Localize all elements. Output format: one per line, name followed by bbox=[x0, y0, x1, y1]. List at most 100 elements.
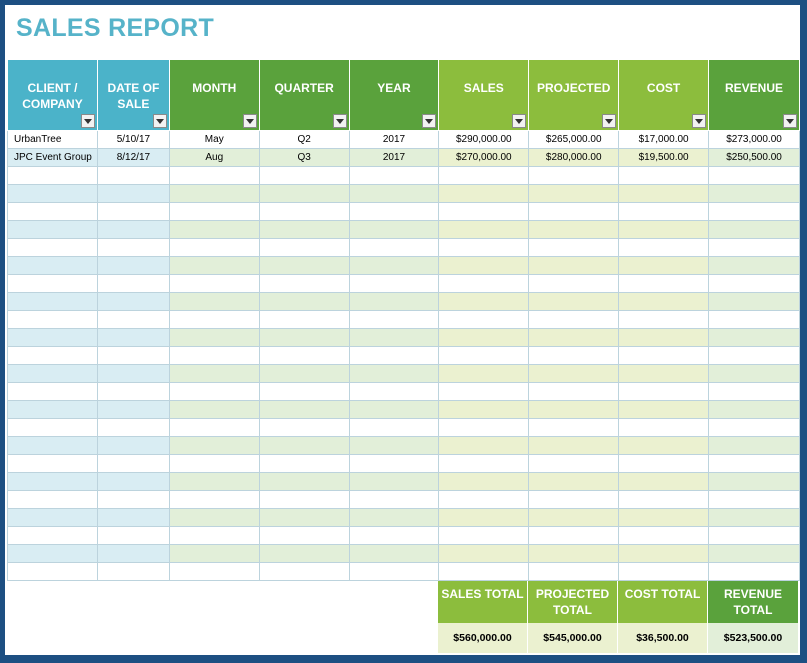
table-cell[interactable] bbox=[438, 310, 530, 329]
table-cell[interactable] bbox=[438, 256, 530, 275]
table-cell[interactable] bbox=[348, 472, 440, 491]
table-cell[interactable] bbox=[7, 328, 98, 347]
table-cell[interactable] bbox=[96, 490, 170, 509]
table-cell[interactable] bbox=[438, 202, 530, 221]
table-cell[interactable] bbox=[528, 292, 620, 311]
table-cell[interactable] bbox=[7, 490, 98, 509]
filter-dropdown-icon[interactable] bbox=[332, 114, 347, 128]
revenue-total-value[interactable]: $523,500.00 bbox=[708, 623, 798, 653]
table-cell[interactable] bbox=[258, 454, 350, 473]
table-cell[interactable] bbox=[618, 544, 710, 563]
table-cell[interactable] bbox=[438, 184, 530, 203]
table-cell[interactable] bbox=[528, 220, 620, 239]
table-cell[interactable] bbox=[258, 256, 350, 275]
table-cell[interactable] bbox=[528, 544, 620, 563]
filter-dropdown-icon[interactable] bbox=[152, 114, 167, 128]
table-cell[interactable] bbox=[258, 166, 350, 185]
table-cell[interactable] bbox=[96, 310, 170, 329]
table-cell[interactable] bbox=[708, 436, 800, 455]
table-cell[interactable] bbox=[438, 544, 530, 563]
table-cell[interactable] bbox=[618, 166, 710, 185]
table-cell[interactable] bbox=[96, 364, 170, 383]
table-cell[interactable] bbox=[168, 508, 260, 527]
table-cell[interactable] bbox=[708, 220, 800, 239]
table-cell[interactable] bbox=[168, 274, 260, 293]
table-cell[interactable] bbox=[348, 490, 440, 509]
table-cell[interactable] bbox=[438, 562, 530, 581]
table-cell[interactable] bbox=[7, 454, 98, 473]
table-cell[interactable] bbox=[618, 526, 710, 545]
table-cell[interactable] bbox=[438, 274, 530, 293]
table-cell[interactable] bbox=[618, 364, 710, 383]
table-cell[interactable] bbox=[348, 454, 440, 473]
table-cell[interactable] bbox=[96, 184, 170, 203]
table-cell[interactable]: $270,000.00 bbox=[438, 148, 530, 167]
table-cell[interactable] bbox=[258, 364, 350, 383]
table-cell[interactable] bbox=[348, 436, 440, 455]
table-cell[interactable] bbox=[258, 274, 350, 293]
table-cell[interactable] bbox=[618, 382, 710, 401]
table-cell[interactable] bbox=[168, 454, 260, 473]
table-cell[interactable] bbox=[168, 184, 260, 203]
table-cell[interactable] bbox=[438, 346, 530, 365]
table-cell[interactable] bbox=[528, 256, 620, 275]
table-cell[interactable] bbox=[528, 238, 620, 257]
table-cell[interactable] bbox=[7, 382, 98, 401]
table-cell[interactable] bbox=[708, 454, 800, 473]
table-cell[interactable] bbox=[348, 328, 440, 347]
table-cell[interactable] bbox=[96, 238, 170, 257]
table-cell[interactable] bbox=[528, 490, 620, 509]
table-cell[interactable] bbox=[438, 526, 530, 545]
table-cell[interactable] bbox=[618, 184, 710, 203]
table-cell[interactable] bbox=[618, 508, 710, 527]
table-cell[interactable] bbox=[348, 292, 440, 311]
table-cell[interactable] bbox=[618, 436, 710, 455]
table-cell[interactable] bbox=[528, 382, 620, 401]
table-cell[interactable] bbox=[528, 472, 620, 491]
table-cell[interactable] bbox=[7, 238, 98, 257]
table-cell[interactable] bbox=[438, 328, 530, 347]
table-cell[interactable] bbox=[258, 220, 350, 239]
table-cell[interactable] bbox=[618, 562, 710, 581]
table-cell[interactable] bbox=[708, 202, 800, 221]
table-cell[interactable] bbox=[348, 274, 440, 293]
filter-dropdown-icon[interactable] bbox=[242, 114, 257, 128]
table-cell[interactable] bbox=[438, 490, 530, 509]
table-cell[interactable] bbox=[708, 346, 800, 365]
table-cell[interactable] bbox=[348, 184, 440, 203]
table-cell[interactable] bbox=[7, 166, 98, 185]
table-cell[interactable] bbox=[7, 364, 98, 383]
table-cell[interactable] bbox=[348, 256, 440, 275]
table-cell[interactable] bbox=[7, 346, 98, 365]
table-cell[interactable] bbox=[258, 184, 350, 203]
table-cell[interactable] bbox=[168, 382, 260, 401]
table-cell[interactable] bbox=[96, 292, 170, 311]
table-cell[interactable] bbox=[7, 274, 98, 293]
sales-total-value[interactable]: $560,000.00 bbox=[438, 623, 527, 653]
table-cell[interactable] bbox=[348, 418, 440, 437]
filter-dropdown-icon[interactable] bbox=[512, 114, 527, 128]
table-cell[interactable] bbox=[258, 328, 350, 347]
table-cell[interactable] bbox=[348, 526, 440, 545]
table-cell[interactable]: $280,000.00 bbox=[528, 148, 620, 167]
table-cell[interactable] bbox=[258, 472, 350, 491]
table-cell[interactable] bbox=[708, 328, 800, 347]
filter-dropdown-icon[interactable] bbox=[602, 114, 617, 128]
table-cell[interactable] bbox=[258, 238, 350, 257]
table-cell[interactable] bbox=[168, 526, 260, 545]
table-cell[interactable] bbox=[528, 364, 620, 383]
table-cell[interactable] bbox=[348, 400, 440, 419]
table-cell[interactable] bbox=[96, 166, 170, 185]
table-cell[interactable] bbox=[618, 274, 710, 293]
table-cell[interactable] bbox=[528, 166, 620, 185]
table-cell[interactable] bbox=[7, 220, 98, 239]
table-cell[interactable] bbox=[528, 310, 620, 329]
table-cell[interactable] bbox=[348, 562, 440, 581]
table-cell[interactable] bbox=[528, 562, 620, 581]
table-cell[interactable] bbox=[96, 472, 170, 491]
table-cell[interactable]: Aug bbox=[168, 148, 260, 167]
table-cell[interactable] bbox=[708, 544, 800, 563]
table-cell[interactable] bbox=[438, 166, 530, 185]
table-cell[interactable] bbox=[168, 364, 260, 383]
table-cell[interactable] bbox=[258, 544, 350, 563]
